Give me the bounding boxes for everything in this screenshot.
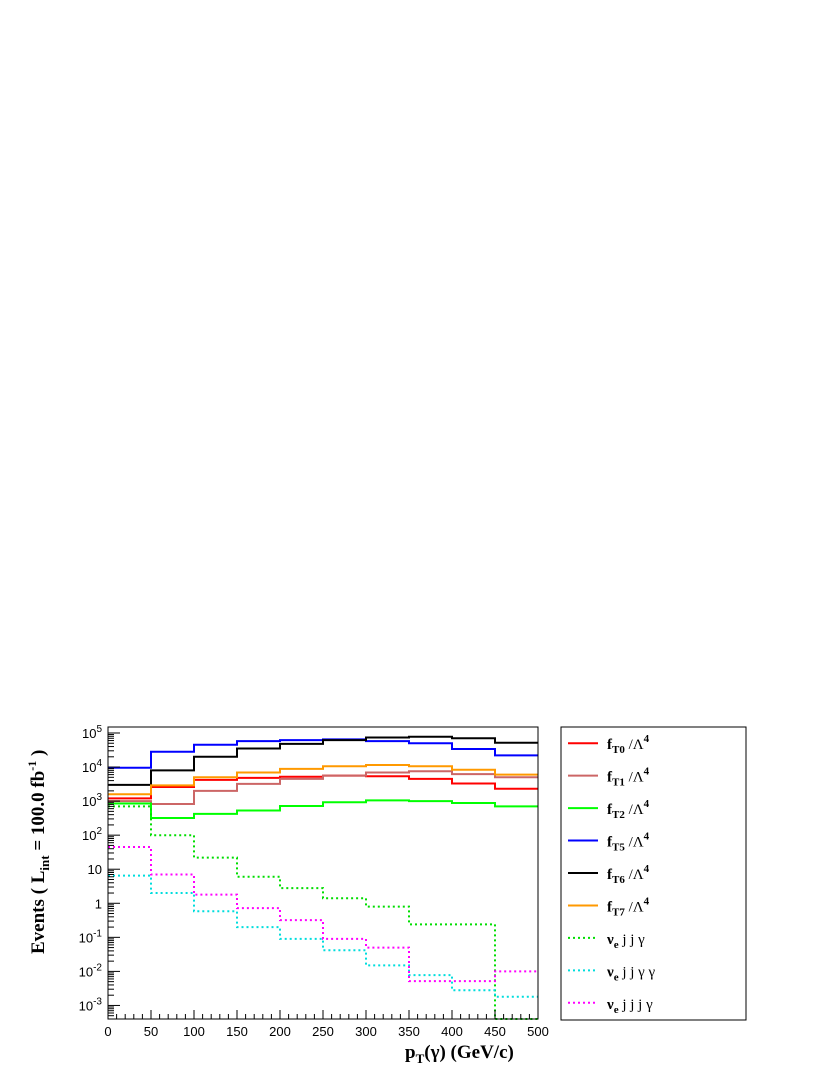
y-tick-label: 10-1 [79,928,103,945]
legend-label-fT2: fT2 /Λ4 [607,798,650,821]
legend-label-fT6: fT6 /Λ4 [607,863,650,886]
x-tick-label: 150 [226,1024,248,1039]
legend-label-nu_jj_aa: νe j j γ γ [606,964,656,983]
y-tick-label: 10-3 [79,996,103,1013]
y-axis-title: Events ( Lint = 100.0 fb-1 ) [25,750,52,954]
y-tick-label: 10-2 [79,962,103,979]
y-tick-label: 102 [82,826,102,843]
legend-label-fT7: fT7 /Λ4 [607,895,650,918]
x-tick-label: 50 [144,1024,158,1039]
ticks-layer [107,732,539,1020]
legend-label-fT0: fT0 /Λ4 [607,733,650,756]
x-tick-label: 250 [312,1024,334,1039]
x-tick-label: 100 [183,1024,205,1039]
series-layer [108,735,538,1020]
y-tick-label: 103 [82,792,102,809]
series-line-fT1 [108,770,538,805]
legend-label-fT5: fT5 /Λ4 [607,831,650,854]
x-tick-label: 300 [355,1024,377,1039]
y-tick-label: 10 [88,862,102,877]
x-tick-label: 450 [484,1024,506,1039]
x-tick-label: 350 [398,1024,420,1039]
y-tick-label: 1 [95,896,102,911]
x-tick-label: 400 [441,1024,463,1039]
x-axis-title: pT(γ) (GeV/c) [405,1042,514,1066]
legend: fT0 /Λ4 fT1 /Λ4 fT2 /Λ4 fT5 /Λ4 fT6 /Λ4 fT7 /… [568,733,656,1016]
x-tick-label: 200 [269,1024,291,1039]
legend-label-nu_jj_a: νe j j γ [606,932,645,951]
x-tick-label: 500 [527,1024,549,1039]
series-line-fT7 [108,764,538,796]
legend-label-nu_jjj_a: νe j j j γ [606,997,653,1016]
x-tick-label: 0 [104,1024,111,1039]
tick-labels-layer: 0 50 100 150 200 250 300 350 400 450 500 105 104 103 1… [79,724,549,1039]
series-line-nu_jj_a [108,805,538,1020]
y-tick-label: 104 [82,758,102,775]
legend-label-fT1: fT1 /Λ4 [607,766,650,789]
y-tick-label: 105 [82,724,102,741]
series-line-fT2 [108,799,538,819]
series-line-nu_jj_aa [108,874,538,998]
series-line-fT6 [108,735,538,786]
